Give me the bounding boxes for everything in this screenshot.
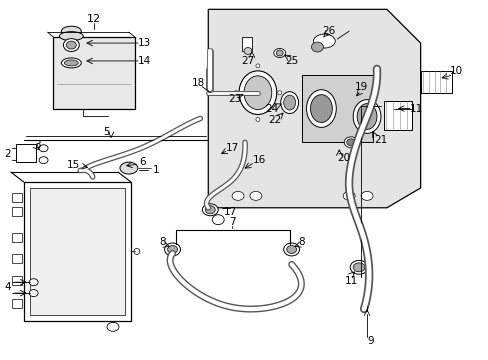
Bar <box>301 75 372 142</box>
Ellipse shape <box>352 100 380 133</box>
Bar <box>12 299 21 308</box>
Ellipse shape <box>255 64 259 68</box>
Ellipse shape <box>29 290 38 297</box>
Ellipse shape <box>234 91 238 95</box>
Ellipse shape <box>244 48 251 54</box>
Text: 15: 15 <box>66 160 80 170</box>
Ellipse shape <box>29 279 38 286</box>
Ellipse shape <box>60 32 83 41</box>
Ellipse shape <box>61 58 81 68</box>
Bar <box>53 37 135 109</box>
Text: 22: 22 <box>267 116 281 126</box>
Ellipse shape <box>244 76 271 109</box>
Text: 21: 21 <box>373 135 387 145</box>
Text: 8: 8 <box>298 237 304 247</box>
Ellipse shape <box>273 49 285 58</box>
Ellipse shape <box>276 50 283 56</box>
Ellipse shape <box>313 34 335 48</box>
Text: 7: 7 <box>228 217 235 227</box>
Text: 14: 14 <box>138 56 151 66</box>
Ellipse shape <box>202 204 218 216</box>
Ellipse shape <box>344 137 357 148</box>
Text: 4: 4 <box>4 282 11 292</box>
Text: 18: 18 <box>191 78 204 88</box>
Text: 19: 19 <box>354 82 367 92</box>
Ellipse shape <box>63 39 79 51</box>
Ellipse shape <box>349 260 367 274</box>
Text: 8: 8 <box>159 237 165 247</box>
Ellipse shape <box>39 145 48 152</box>
Ellipse shape <box>249 192 262 201</box>
Text: 27: 27 <box>241 56 254 66</box>
Bar <box>12 276 21 285</box>
Ellipse shape <box>283 243 299 256</box>
Ellipse shape <box>283 95 295 110</box>
Ellipse shape <box>280 92 298 113</box>
Bar <box>24 182 131 321</box>
Text: 11: 11 <box>409 104 423 113</box>
Text: 2: 2 <box>4 149 11 159</box>
Text: 24: 24 <box>264 104 278 113</box>
Text: 17: 17 <box>225 143 238 153</box>
Ellipse shape <box>212 215 224 225</box>
Text: 20: 20 <box>337 153 350 163</box>
Text: 11: 11 <box>344 276 357 286</box>
Ellipse shape <box>356 104 376 129</box>
Bar <box>383 100 411 130</box>
Bar <box>16 144 36 162</box>
Text: 26: 26 <box>322 26 335 36</box>
Text: 3: 3 <box>34 140 41 150</box>
Text: 13: 13 <box>138 38 151 48</box>
Text: 10: 10 <box>449 66 462 76</box>
Ellipse shape <box>255 117 259 121</box>
Ellipse shape <box>310 95 332 122</box>
Ellipse shape <box>352 263 365 272</box>
Ellipse shape <box>286 246 296 253</box>
Ellipse shape <box>134 248 140 255</box>
Ellipse shape <box>107 323 119 331</box>
Ellipse shape <box>164 243 180 256</box>
Text: 16: 16 <box>253 155 266 165</box>
Ellipse shape <box>343 192 354 201</box>
Ellipse shape <box>239 71 276 114</box>
Ellipse shape <box>167 246 177 253</box>
Polygon shape <box>208 9 420 208</box>
Ellipse shape <box>277 91 281 95</box>
Ellipse shape <box>64 60 78 66</box>
Ellipse shape <box>360 192 372 201</box>
Ellipse shape <box>120 162 138 174</box>
Bar <box>242 37 251 51</box>
Bar <box>12 233 21 242</box>
Text: 12: 12 <box>87 14 101 24</box>
Ellipse shape <box>232 192 244 201</box>
Text: 23: 23 <box>228 94 241 104</box>
Text: 17: 17 <box>223 207 236 217</box>
Bar <box>12 193 21 202</box>
Ellipse shape <box>311 42 323 52</box>
Text: 9: 9 <box>367 336 373 346</box>
Ellipse shape <box>61 26 81 36</box>
Text: 1: 1 <box>152 165 159 175</box>
Bar <box>12 255 21 264</box>
Bar <box>420 71 451 93</box>
Ellipse shape <box>205 206 215 214</box>
Ellipse shape <box>306 90 336 127</box>
Text: 5: 5 <box>102 127 109 138</box>
Ellipse shape <box>39 157 48 164</box>
Bar <box>30 188 124 315</box>
Ellipse shape <box>66 41 76 49</box>
Ellipse shape <box>346 139 355 146</box>
Bar <box>12 207 21 216</box>
Text: 6: 6 <box>139 157 146 167</box>
Text: 25: 25 <box>285 56 298 66</box>
